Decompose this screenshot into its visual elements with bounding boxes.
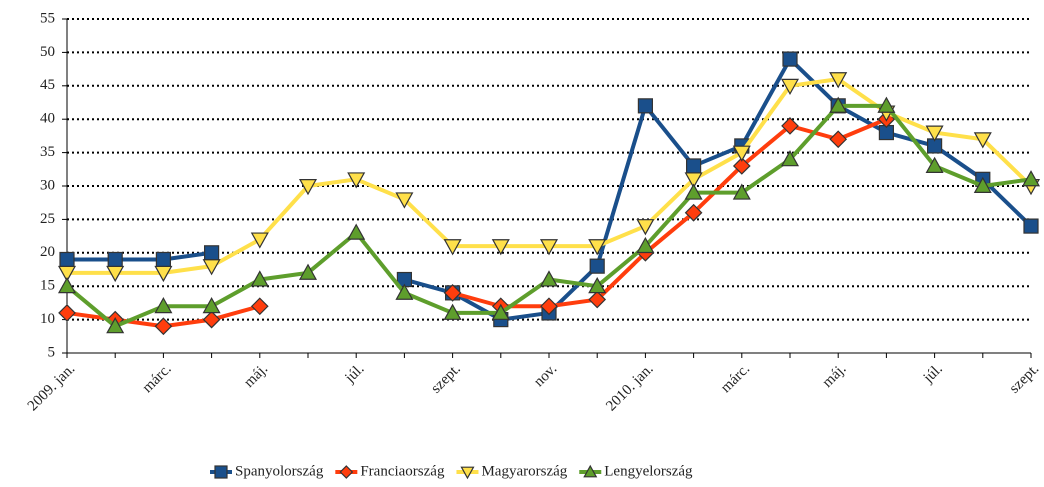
legend-label: Magyarország: [481, 463, 567, 479]
data-point: [637, 98, 654, 114]
data-point: [106, 317, 125, 334]
data-point: [250, 232, 269, 249]
data-point: [732, 157, 751, 175]
data-point: [636, 236, 655, 254]
data-point: [588, 239, 607, 256]
y-tick-label: 45: [40, 77, 55, 93]
legend-label: Franciaország: [360, 463, 445, 479]
legend-label: Spanyolország: [235, 463, 324, 479]
data-point: [588, 276, 607, 294]
data-point: [491, 239, 510, 256]
data-point: [57, 265, 77, 283]
y-tick-label: 5: [48, 344, 56, 360]
data-point: [298, 263, 318, 280]
data-point: [636, 219, 655, 236]
x-tick-label: 2009. jan.: [25, 361, 78, 414]
data-point: [107, 251, 123, 268]
x-tick-label: júl.: [342, 361, 368, 387]
y-tick-label: 35: [40, 144, 55, 160]
data-point: [202, 297, 221, 314]
data-point: [57, 276, 77, 294]
data-point: [829, 72, 848, 89]
data-point: [347, 223, 366, 240]
data-point: [588, 290, 607, 309]
data-point: [684, 172, 703, 189]
data-point: [395, 283, 414, 300]
legend-label: Lengyelország: [604, 463, 693, 479]
data-point: [973, 176, 992, 193]
data-point: [204, 245, 220, 261]
data-point: [155, 251, 171, 268]
data-point: [877, 96, 896, 113]
x-tick-label: máj.: [820, 361, 850, 391]
x-tick-label: nov.: [531, 361, 560, 390]
legend-marker: [460, 466, 475, 480]
data-point: [780, 150, 800, 167]
data-point: [154, 317, 173, 336]
data-point: [154, 297, 173, 314]
y-tick-label: 55: [40, 10, 55, 26]
data-point: [540, 297, 558, 316]
data-point: [298, 179, 318, 196]
data-point: [684, 203, 703, 222]
y-tick-label: 25: [40, 211, 55, 227]
data-point: [250, 270, 269, 287]
y-tick-label: 20: [40, 244, 55, 260]
data-point: [1021, 170, 1041, 187]
y-tick-label: 50: [40, 44, 55, 60]
data-point: [732, 183, 751, 200]
x-tick-label: márc.: [139, 361, 174, 396]
data-point: [443, 239, 462, 256]
data-point: [1023, 218, 1039, 234]
data-point: [829, 130, 848, 149]
data-point: [395, 192, 414, 209]
legend-marker: [339, 465, 354, 479]
y-tick-label: 40: [40, 111, 55, 127]
series-line: [66, 117, 888, 329]
y-tick-label: 10: [40, 311, 55, 327]
data-point: [59, 251, 75, 268]
legend-marker: [214, 465, 228, 479]
data-point: [925, 156, 944, 173]
data-point: [443, 284, 462, 302]
data-point: [202, 259, 221, 276]
data-point: [491, 303, 510, 320]
data-point: [925, 125, 944, 142]
data-point: [250, 297, 269, 316]
data-point: [684, 183, 703, 200]
data-point: [58, 304, 76, 322]
data-point: [589, 258, 605, 274]
x-tick-label: júl.: [920, 361, 946, 387]
data-point: [539, 270, 559, 287]
x-tick-label: máj.: [241, 361, 271, 391]
data-point: [781, 117, 799, 135]
data-point: [685, 158, 702, 174]
x-tick-label: szept.: [428, 361, 464, 397]
data-point: [829, 96, 848, 113]
data-point: [732, 145, 751, 162]
y-tick-label: 15: [40, 278, 55, 294]
data-point: [973, 132, 992, 149]
y-tick-label: 30: [40, 177, 55, 193]
data-point: [154, 265, 173, 283]
data-point: [780, 78, 800, 96]
data-point: [539, 239, 559, 256]
data-point: [347, 172, 366, 189]
x-tick-label: márc.: [718, 361, 753, 396]
data-point: [202, 310, 221, 329]
x-tick-label: szept.: [1006, 361, 1042, 397]
data-point: [782, 51, 798, 67]
legend-marker: [583, 464, 598, 478]
x-tick-label: 2010. jan.: [603, 361, 656, 414]
data-point: [443, 303, 462, 320]
data-point: [106, 265, 125, 283]
